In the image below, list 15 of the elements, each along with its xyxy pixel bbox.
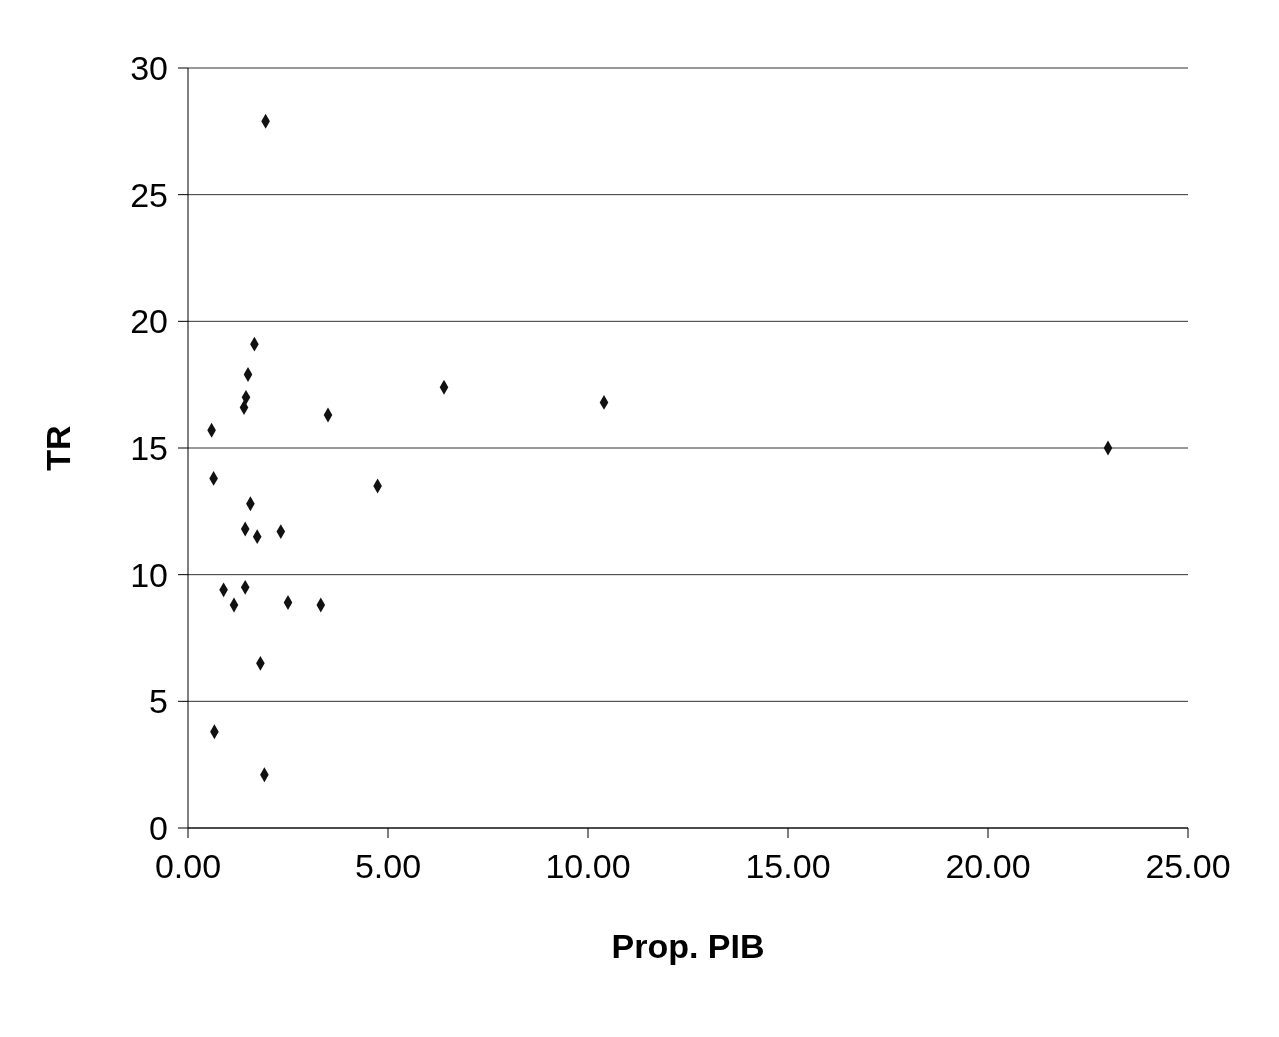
x-tick-label: 5.00 xyxy=(354,847,422,886)
y-tick-label: 0 xyxy=(149,809,168,848)
y-tick-label: 5 xyxy=(149,682,168,721)
y-tick-label: 30 xyxy=(130,49,168,88)
y-tick-label: 15 xyxy=(130,429,168,468)
y-tick-label: 10 xyxy=(130,555,168,594)
x-tick-label: 15.00 xyxy=(745,847,831,886)
x-tick-label: 10.00 xyxy=(545,847,631,886)
y-tick-label: 25 xyxy=(130,175,168,214)
x-tick-label: 20.00 xyxy=(945,847,1031,886)
x-tick-label: 25.00 xyxy=(1145,847,1231,886)
y-tick-label: 20 xyxy=(130,302,168,341)
x-axis-title: Prop. PIB xyxy=(611,927,765,965)
y-axis-title: TR xyxy=(39,425,78,471)
x-tick-label: 0.00 xyxy=(154,847,222,886)
